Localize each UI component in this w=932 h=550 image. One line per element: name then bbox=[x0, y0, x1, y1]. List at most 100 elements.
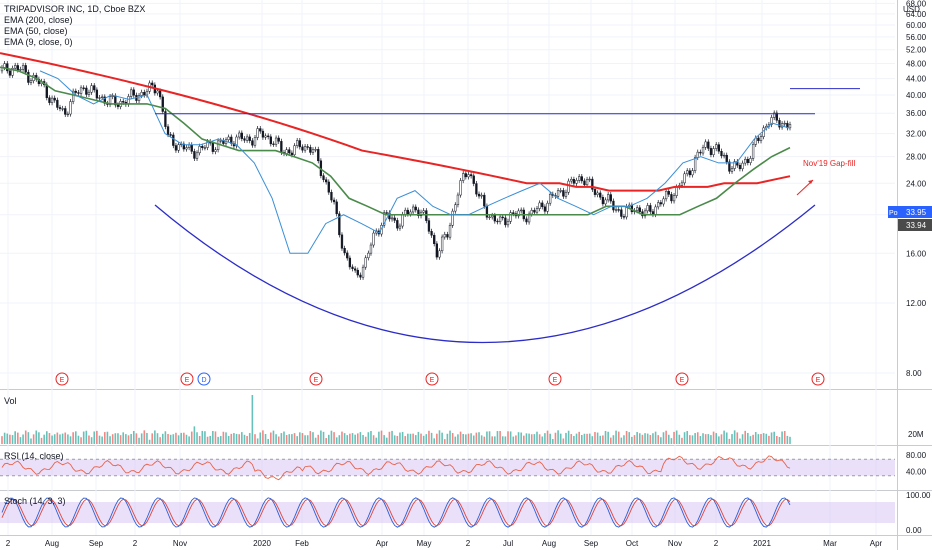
volume-bar bbox=[625, 430, 628, 444]
candle-body bbox=[122, 101, 125, 103]
volume-bar bbox=[67, 434, 69, 444]
candle-body bbox=[770, 117, 773, 125]
volume-bar bbox=[362, 435, 364, 444]
volume-bar bbox=[370, 430, 372, 444]
candle-body bbox=[617, 209, 620, 211]
volume-bar bbox=[559, 433, 562, 444]
study-ema200[interactable]: EMA (200, close) bbox=[4, 15, 73, 25]
candle-body bbox=[712, 148, 715, 155]
volume-bar bbox=[314, 437, 317, 444]
event-marker bbox=[675, 372, 689, 386]
volume-bar bbox=[230, 433, 233, 444]
candle-body bbox=[161, 96, 164, 112]
volume-bar bbox=[689, 435, 691, 444]
volume-bar bbox=[546, 430, 549, 444]
candle-body bbox=[430, 231, 433, 236]
volume-bar bbox=[354, 434, 356, 444]
volume-bar bbox=[491, 436, 493, 444]
candle-body bbox=[174, 145, 178, 151]
candle-body bbox=[82, 87, 85, 89]
candle-body bbox=[103, 96, 106, 104]
volume-bar bbox=[428, 430, 430, 444]
volume-bar bbox=[301, 433, 304, 444]
candle-body bbox=[330, 191, 333, 201]
candle-body bbox=[129, 89, 133, 97]
volume-bar bbox=[267, 438, 269, 444]
volume-bar bbox=[549, 433, 551, 444]
candle-body bbox=[583, 180, 586, 186]
drawings bbox=[154, 88, 860, 343]
candle-body bbox=[203, 147, 207, 149]
candle-body bbox=[435, 243, 438, 258]
candle-body bbox=[462, 173, 465, 181]
price-candles bbox=[0, 61, 792, 280]
symbol-title: TRIPADVISOR INC, 1D, Cboe BZX bbox=[4, 4, 146, 14]
price-tick-label: 56.00 bbox=[906, 33, 927, 42]
gap-fill-annotation: Nov'19 Gap-fill bbox=[803, 159, 855, 168]
volume-bar bbox=[188, 436, 190, 444]
candle-body bbox=[356, 269, 359, 276]
volume-bar bbox=[609, 437, 612, 444]
volume-bar bbox=[596, 432, 599, 444]
candle-body bbox=[414, 206, 417, 211]
volume-bar bbox=[765, 433, 768, 444]
volume-bar bbox=[396, 435, 399, 444]
candle-body bbox=[172, 134, 175, 146]
candle-body bbox=[475, 183, 478, 195]
candle-body bbox=[686, 170, 689, 175]
volume-bar bbox=[11, 435, 14, 444]
volume-bar bbox=[177, 435, 180, 444]
candle-body bbox=[722, 154, 726, 157]
volume-bar bbox=[275, 434, 277, 444]
event-marker-label: E bbox=[553, 377, 558, 384]
candle-body bbox=[322, 175, 325, 180]
volume-bar bbox=[789, 436, 791, 444]
volume-bar bbox=[146, 432, 148, 444]
time-tick-label: 2 bbox=[714, 539, 719, 548]
volume-bar bbox=[43, 434, 45, 444]
volume-bar bbox=[728, 438, 731, 444]
volume-bar bbox=[248, 433, 251, 444]
candle-body bbox=[145, 91, 149, 96]
candle-body bbox=[361, 266, 365, 278]
candle-body bbox=[264, 135, 267, 138]
candle-body bbox=[48, 97, 51, 103]
volume-bar bbox=[335, 437, 338, 444]
volume-bar bbox=[733, 430, 736, 444]
time-tick-label: Apr bbox=[376, 539, 389, 548]
volume-bar bbox=[773, 431, 775, 444]
volume-bar bbox=[620, 437, 623, 444]
volume-bar bbox=[385, 437, 388, 444]
volume-bar bbox=[38, 432, 40, 444]
candle-body bbox=[664, 190, 668, 200]
volume-bar bbox=[40, 437, 43, 444]
volume-bar bbox=[338, 435, 341, 444]
volume-bar bbox=[196, 432, 198, 444]
volume-bar bbox=[636, 432, 638, 444]
volume-bar bbox=[499, 431, 501, 444]
volume-bar bbox=[478, 432, 480, 444]
study-ema50[interactable]: EMA (50, close) bbox=[4, 26, 68, 36]
volume-bar bbox=[599, 435, 602, 444]
volume-bar bbox=[117, 433, 119, 444]
volume-bar bbox=[46, 431, 48, 444]
volume-bar bbox=[201, 430, 204, 444]
volume-bar bbox=[222, 431, 225, 444]
candle-body bbox=[693, 157, 697, 171]
volume-bar bbox=[77, 435, 80, 444]
candle-body bbox=[243, 138, 246, 141]
volume-bar bbox=[570, 434, 573, 444]
price-axis[interactable]: 8.0012.0016.0020.0024.0028.0032.0036.004… bbox=[906, 0, 931, 535]
volume-bar bbox=[140, 433, 143, 444]
volume-bar bbox=[509, 431, 512, 444]
candle-body bbox=[201, 145, 204, 148]
time-axis[interactable]: 2 Aug Sep 2 Nov 2020 Feb Apr May 2 Jul Aug Sep Oct Nov… bbox=[6, 539, 883, 548]
study-ema9[interactable]: EMA (9, close, 0) bbox=[4, 37, 73, 47]
chart-legend: TRIPADVISOR INC, 1D, Cboe BZX EMA (200, … bbox=[4, 4, 145, 48]
volume-bar bbox=[32, 434, 35, 444]
stoch-pane bbox=[0, 497, 895, 528]
volume-bar bbox=[517, 432, 520, 444]
volume-bar bbox=[51, 435, 53, 444]
